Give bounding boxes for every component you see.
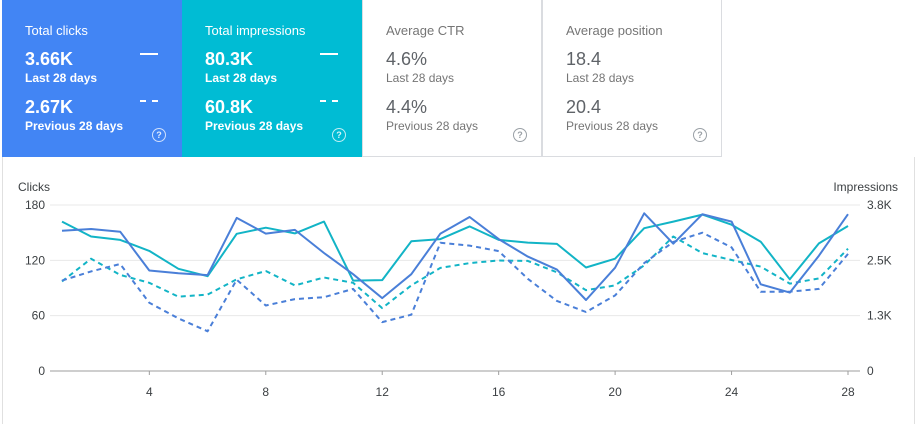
x-tick-label: 8 [262,385,269,399]
card-value-current: 4.6% [386,49,428,69]
card-label-current: Last 28 days [25,71,98,85]
card-title: Average CTR [386,23,465,38]
card-value-previous: 20.4 [566,97,602,117]
series-line-left-dashed [61,231,849,333]
dashed-line-legend-icon [140,100,158,102]
x-tick-label: 28 [841,385,855,399]
card-title: Total clicks [25,23,88,38]
left-tick-label: 120 [25,253,45,267]
left-tick-label: 60 [32,309,46,323]
solid-line-legend-icon [140,53,158,55]
card-title: Total impressions [205,23,306,38]
card-value-current: 3.66K [25,49,74,69]
card-value-previous: 60.8K [205,97,254,117]
card-value-current: 80.3K [205,49,254,69]
card-value-current: 18.4 [566,49,602,69]
x-tick-label: 24 [725,385,739,399]
grid-lines [50,204,860,372]
solid-line-legend-icon [320,53,338,55]
series-line-left-solid [61,212,849,301]
series-lines [61,212,849,333]
total-clicks-card[interactable]: Total clicks 3.66K Last 28 days 2.67K Pr… [2,0,182,157]
left-tick-label: 180 [25,198,45,212]
help-icon[interactable]: ? [152,128,166,142]
right-tick-label: 1.3K [867,309,892,323]
series-line-right-solid [61,213,849,282]
card-label-previous: Previous 28 days [566,119,659,133]
card-label-previous: Previous 28 days [25,119,124,133]
axis-ticks: 0 0 60 1.3K 120 2.5K 180 3.8K 4 8 12 16 20 24 28 [25,198,892,399]
series-line-right-dashed [61,235,849,310]
metric-cards: Total clicks 3.66K Last 28 days 2.67K Pr… [2,0,915,157]
right-axis-label: Impressions [833,180,898,194]
left-tick-label: 0 [38,364,45,378]
card-label-previous: Previous 28 days [386,119,479,133]
left-axis-label: Clicks [18,180,50,194]
average-position-card[interactable]: Average position 18.4 Last 28 days 20.4 … [542,0,722,157]
dashed-line-legend-icon [320,100,338,102]
card-title: Average position [566,23,663,38]
help-icon[interactable]: ? [332,128,346,142]
performance-chart-panel [2,157,915,424]
card-label-current: Last 28 days [386,71,455,85]
total-impressions-card[interactable]: Total impressions 80.3K Last 28 days 60.… [182,0,362,157]
x-tick-label: 12 [376,385,390,399]
right-tick-label: 2.5K [867,253,892,267]
right-tick-label: 0 [867,364,874,378]
average-ctr-card[interactable]: Average CTR 4.6% Last 28 days 4.4% Previ… [362,0,542,157]
card-label-current: Last 28 days [205,71,278,85]
card-value-previous: 4.4% [386,97,428,117]
x-tick-label: 4 [146,385,153,399]
right-tick-label: 3.8K [867,198,892,212]
x-tick-label: 16 [492,385,506,399]
card-value-previous: 2.67K [25,97,74,117]
help-icon[interactable]: ? [693,128,707,142]
help-icon[interactable]: ? [513,128,527,142]
card-label-previous: Previous 28 days [205,119,304,133]
card-label-current: Last 28 days [566,71,635,85]
x-tick-label: 20 [608,385,622,399]
